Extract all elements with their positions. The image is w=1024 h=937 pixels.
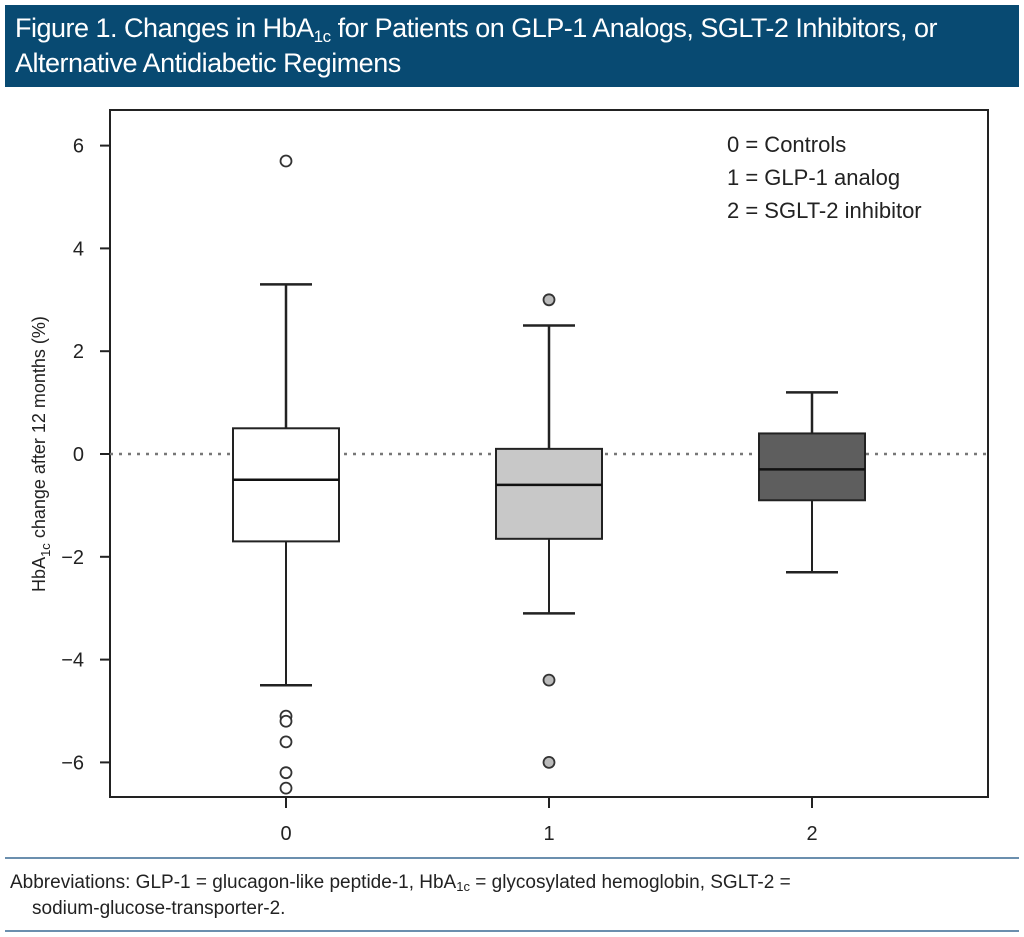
box xyxy=(758,432,866,502)
box-group-0 xyxy=(232,154,340,795)
footnote-text-rest: = glycosylated hemoglobin, SGLT-2 = xyxy=(469,872,791,893)
legend-item-sglt2: 2 = SGLT-2 inhibitor xyxy=(727,198,922,223)
x-tick-label: 1 xyxy=(543,823,554,845)
x-tick-label: 2 xyxy=(806,823,817,845)
legend-item-glp1: 1 = GLP-1 analog xyxy=(727,165,900,190)
box-plot: 6 4 2 0 −2 −4 −6 0 1 2 HbA1c change after 12 mon… xyxy=(29,109,989,845)
footnote-bottom-rule xyxy=(5,930,1019,932)
y-tick-label: 2 xyxy=(73,341,84,363)
y-axis-label: HbA1c change after 12 months (%) xyxy=(29,316,53,592)
box xyxy=(495,447,603,540)
outlier-point xyxy=(542,756,556,769)
y-tick-label: −4 xyxy=(61,650,84,672)
y-tick-label: 6 xyxy=(73,136,84,158)
outlier-point xyxy=(542,673,556,687)
footnote-line-2: sodium-glucose-transporter-2. xyxy=(32,898,286,919)
legend-item-controls: 0 = Controls xyxy=(727,132,846,157)
outlier-point xyxy=(542,293,556,307)
box xyxy=(232,427,340,543)
outlier-point xyxy=(279,781,293,795)
outlier-point xyxy=(279,735,293,749)
footnote: Abbreviations: GLP-1 = glucagon-like pep… xyxy=(10,870,791,922)
footnote-text: Abbreviations: GLP-1 = glucagon-like pep… xyxy=(10,872,457,893)
box-group-1 xyxy=(495,293,603,769)
title-text: Figure 1. Changes in HbA xyxy=(15,13,314,43)
title-subscript: 1c xyxy=(313,27,331,46)
y-tick-label: −2 xyxy=(61,547,84,569)
box-group-2 xyxy=(758,391,866,574)
outlier-point xyxy=(279,766,293,780)
figure-title: Figure 1. Changes in HbA1c for Patients … xyxy=(5,5,1019,87)
x-tick-label: 0 xyxy=(280,823,291,845)
outlier-point xyxy=(279,714,293,728)
footnote-subscript: 1c xyxy=(456,879,470,894)
y-tick-label: 0 xyxy=(73,444,84,466)
y-tick-label: 4 xyxy=(73,238,84,260)
y-tick-label: −6 xyxy=(61,752,84,774)
footnote-top-rule xyxy=(5,857,1019,859)
outlier-point xyxy=(279,154,293,168)
title-text-rest: for Patients on GLP-1 Analogs, SGLT-2 In… xyxy=(15,13,937,78)
